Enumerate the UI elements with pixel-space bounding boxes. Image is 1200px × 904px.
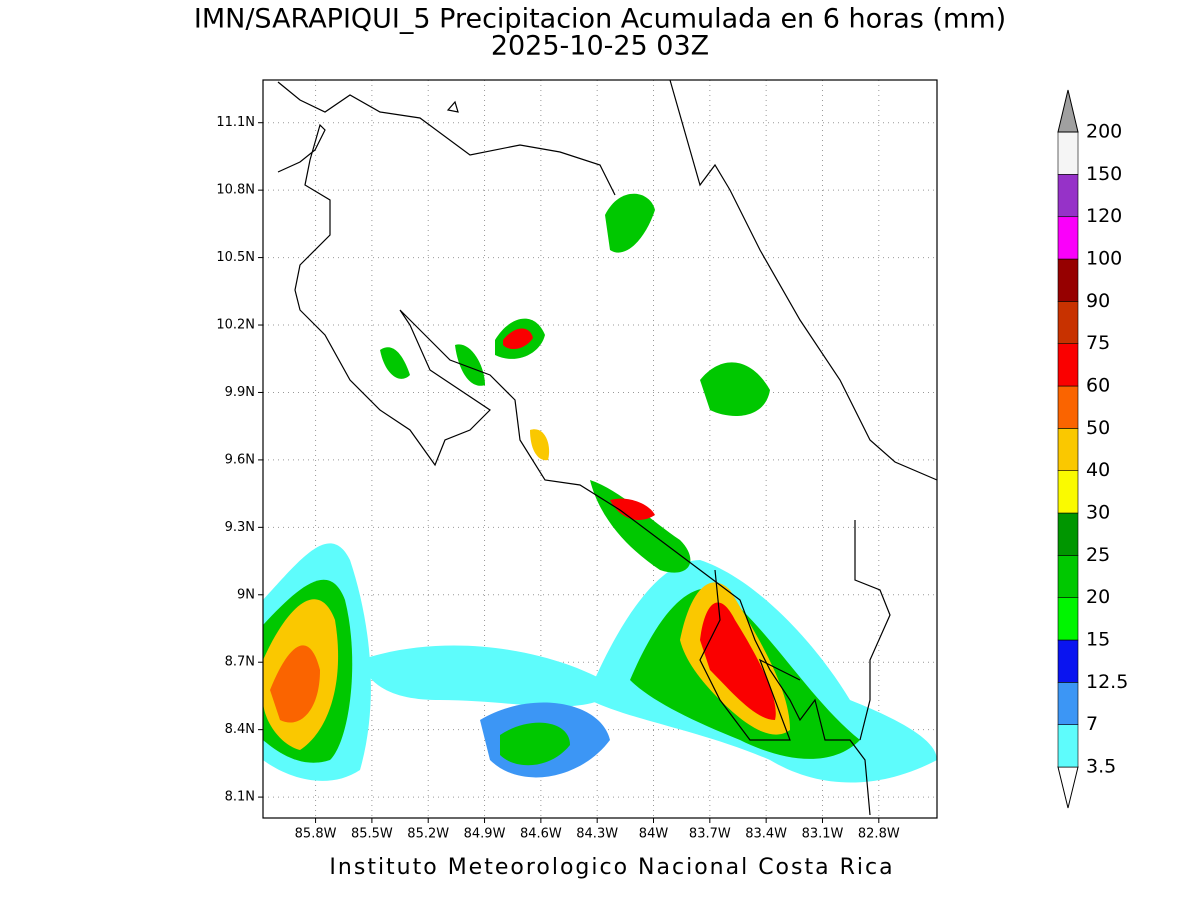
y-tick-label: 9N [237,587,255,602]
colorbar-segment [1057,258,1079,302]
colorbar-segment [1057,428,1079,471]
precipitation-field [263,193,937,783]
colorbar-label: 90 [1086,290,1110,312]
colorbar-segment [1057,301,1079,344]
subtitle: 2025-10-25 03Z [491,31,709,62]
colorbar-label: 40 [1086,459,1110,481]
colorbar-label: 150 [1086,163,1122,185]
colorbar-label: 12.5 [1086,671,1128,693]
x-tick-label: 84.6W [520,827,562,842]
y-tick-label: 9.9N [225,385,255,400]
colorbar-under [1057,766,1079,809]
x-tick-label: 83.7W [689,827,731,842]
coastlines [277,79,938,816]
colorbar-segment [1057,470,1079,514]
colorbar-segment [1057,639,1079,683]
x-tick-label: 84W [639,827,669,842]
colorbar-label: 75 [1086,332,1110,354]
colorbar-label: 120 [1086,205,1122,227]
y-tick-label: 8.1N [225,790,255,805]
colorbar-label: 100 [1086,248,1122,270]
colorbar-segment [1057,512,1079,556]
colorbar-label: 15 [1086,629,1110,651]
colorbar-segment [1057,385,1079,429]
colorbar-segment [1057,174,1079,218]
x-tick-label: 83.4W [745,827,787,842]
colorbar-label: 50 [1086,417,1110,439]
colorbar-label: 25 [1086,544,1110,566]
x-tick-label: 84.3W [576,827,618,842]
x-tick-label: 85.2W [407,827,449,842]
colorbar-segment [1057,555,1079,598]
x-tick-label: 83.1W [802,827,844,842]
y-tick-label: 10.5N [216,250,255,265]
y-tick-label: 8.7N [225,655,255,670]
colorbar-label: 20 [1086,586,1110,608]
x-tick-label: 85.8W [295,827,337,842]
colorbar-segment [1057,682,1079,725]
colorbar-label: 200 [1086,121,1122,143]
x-tick-label: 84.9W [464,827,506,842]
footer: Instituto Meteorologico Nacional Costa R… [329,855,894,880]
colorbar-segment [1057,131,1079,175]
map-frame [262,79,938,819]
colorbar-segment [1057,216,1079,260]
colorbar-over [1057,89,1079,133]
y-tick-label: 10.8N [216,183,255,198]
colorbar-label: 3.5 [1086,756,1116,778]
colorbar-label: 30 [1086,502,1110,524]
colorbar-segment [1057,597,1079,641]
colorbar-segment [1057,724,1079,768]
y-tick-label: 9.6N [225,452,255,467]
colorbar-label: 7 [1086,713,1098,735]
y-tick-label: 8.4N [225,722,255,737]
x-tick-label: 85.5W [351,827,393,842]
y-tick-label: 11.1N [216,115,255,130]
y-tick-label: 10.2N [216,318,255,333]
axes: 85.8W 85.5W 85.2W 84.9W 84.6W 84.3W 84W 83.7W 83… [216,115,900,841]
x-tick-label: 82.8W [858,827,900,842]
colorbar: 3.5 7 12.5 15 20 25 30 40 50 60 75 90 100 120 150 200 [1057,89,1128,809]
colorbar-segment [1057,343,1079,387]
colorbar-label: 60 [1086,375,1110,397]
title: IMN/SARAPIQUI_5 Precipitacion Acumulada … [194,4,1006,35]
y-tick-label: 9.3N [225,520,255,535]
